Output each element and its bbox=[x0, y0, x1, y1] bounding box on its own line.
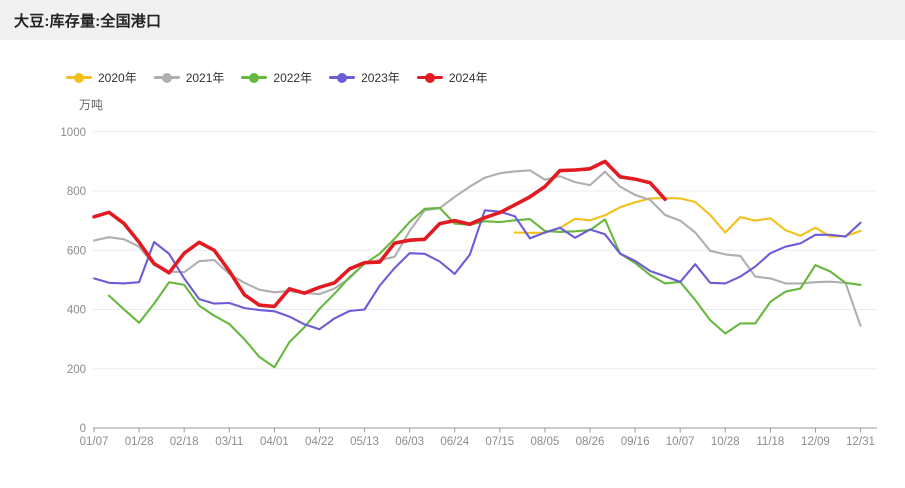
series-line-2020 bbox=[513, 197, 862, 238]
x-tick-label: 01/28 bbox=[125, 436, 154, 448]
y-tick-label: 0 bbox=[80, 423, 86, 435]
legend-marker-icon bbox=[66, 72, 92, 83]
legend-marker-icon bbox=[416, 72, 443, 83]
x-tick-label: 12/31 bbox=[846, 436, 875, 448]
legend-item-2023[interactable]: 2023年 bbox=[329, 69, 400, 86]
x-tick-label: 04/22 bbox=[305, 436, 334, 448]
x-tick-label: 08/26 bbox=[576, 436, 605, 448]
legend-item-2022[interactable]: 2022年 bbox=[241, 69, 312, 86]
legend-marker-icon bbox=[241, 72, 268, 83]
x-tick-label: 12/09 bbox=[801, 436, 830, 448]
x-tick-label: 03/11 bbox=[215, 436, 243, 448]
app-header: 大豆:库存量:全国港口 bbox=[0, 0, 905, 40]
y-tick-label: 200 bbox=[67, 364, 86, 376]
x-tick-label: 06/24 bbox=[440, 436, 469, 448]
x-tick-label: 11/18 bbox=[756, 436, 784, 448]
legend-label: 2024年 bbox=[448, 71, 488, 85]
series-line-2023 bbox=[92, 209, 862, 331]
legend-marker-icon bbox=[329, 72, 356, 83]
x-tick-label: 07/15 bbox=[485, 436, 514, 448]
x-tick-label: 09/16 bbox=[621, 436, 650, 448]
series-line-2024 bbox=[92, 159, 667, 309]
legend-label: 2022年 bbox=[273, 71, 313, 85]
page-title: 大豆:库存量:全国港口 bbox=[14, 12, 162, 30]
x-tick-label: 10/28 bbox=[711, 436, 740, 448]
legend-item-2020[interactable]: 2020年 bbox=[66, 69, 137, 86]
y-tick-label: 600 bbox=[67, 245, 86, 257]
legend-label: 2021年 bbox=[185, 71, 225, 85]
x-tick-label: 04/01 bbox=[260, 436, 289, 448]
series-line-2021 bbox=[92, 169, 862, 327]
x-tick-label: 01/07 bbox=[80, 436, 109, 448]
legend-item-2021[interactable]: 2021年 bbox=[153, 69, 225, 86]
legend-item-2024[interactable]: 2024年 bbox=[416, 69, 488, 86]
legend-label: 2023年 bbox=[361, 71, 400, 85]
x-tick-label: 06/03 bbox=[395, 436, 424, 448]
series-line-2022 bbox=[107, 206, 862, 369]
x-tick-label: 08/05 bbox=[531, 436, 560, 448]
legend-marker-icon bbox=[153, 72, 180, 83]
y-tick-label: 1000 bbox=[60, 127, 86, 139]
legend: 2020年 2021年 2022年 2023年 2024年 bbox=[66, 69, 488, 86]
y-axis-unit-label: 万吨 bbox=[79, 98, 104, 112]
x-tick-label: 10/07 bbox=[666, 436, 695, 448]
legend-label: 2020年 bbox=[98, 71, 137, 85]
y-tick-label: 800 bbox=[67, 186, 86, 198]
y-tick-label: 400 bbox=[67, 305, 86, 317]
x-tick-label: 05/13 bbox=[350, 436, 379, 448]
x-tick-label: 02/18 bbox=[170, 436, 199, 448]
